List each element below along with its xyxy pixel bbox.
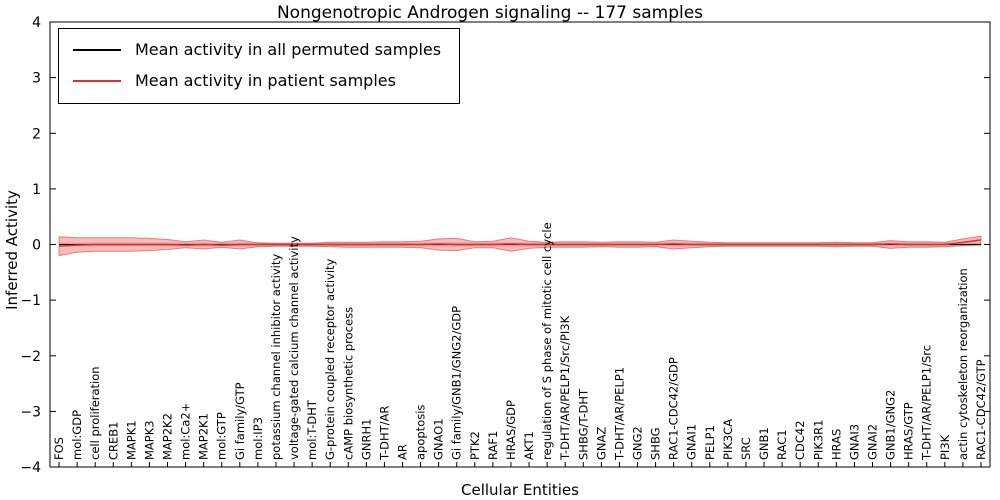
chart-title: Nongenotropic Androgen signaling -- 177 … [276, 3, 704, 23]
x-tick-label: mol:T-DHT [305, 399, 319, 460]
mean-line-patient-samples [58, 239, 982, 247]
legend-label-patient-samples: Mean activity in patient samples [135, 71, 396, 90]
legend-item-permuted-samples: Mean activity in all permuted samples [73, 40, 441, 59]
x-tick-label: SHBG/T-DHT [576, 388, 590, 460]
x-tick-label: PTK2 [468, 431, 482, 460]
x-tick-label: GNAZ [594, 427, 608, 460]
x-tick-label: PIK3R1 [811, 420, 825, 461]
x-tick-label: T-DHT/AR/PELP1/Src [920, 345, 934, 461]
x-tick-label: T-DHT/AR/PELP1/Src/PI3K [558, 315, 572, 461]
y-tick-label: −3 [20, 404, 41, 420]
x-tick-label: actin cytoskeleton reorganization [956, 268, 970, 460]
y-tick-label: −2 [20, 349, 41, 365]
x-tick-label: mol:Ca2+ [179, 403, 193, 460]
x-tick-label: MAPK1 [124, 420, 138, 460]
x-tick-label: RAC1 [775, 429, 789, 460]
x-tick-label: cell proliferation [88, 366, 102, 460]
x-axis-title: Cellular Entities [461, 481, 579, 499]
legend-line-permuted-samples [73, 48, 121, 51]
legend-item-patient-samples: Mean activity in patient samples [73, 71, 441, 90]
x-tick-label: mol:GDP [70, 410, 84, 460]
x-tick-label: RAC1-CDC42/GDP [667, 357, 681, 460]
y-tick-label: 3 [32, 71, 41, 87]
y-axis-title: Inferred Activity [3, 190, 21, 310]
legend: Mean activity in all permuted samples Me… [58, 28, 461, 104]
x-tick-label: GNAI2 [866, 424, 880, 460]
x-tick-label: Gi family/GTP [233, 382, 247, 460]
patient-samples-std-band [58, 235, 982, 257]
y-tick-label: 4 [32, 15, 41, 31]
x-tick-label: T-DHT/AR/PELP1 [612, 367, 626, 461]
x-tick-label: mol:GTP [215, 412, 229, 460]
x-tick-label: SRC [739, 437, 753, 460]
y-tick-label: 1 [32, 182, 41, 198]
x-tick-label: RAC1-CDC42/GTP [974, 359, 988, 460]
x-tick-label: mol:IP3 [251, 417, 265, 460]
x-tick-label: Gi family/GNB1/GNG2/GDP [450, 306, 464, 460]
legend-label-permuted-samples: Mean activity in all permuted samples [135, 40, 442, 59]
x-tick-label: PI3K [938, 434, 952, 460]
x-tick-label: GNB1 [757, 427, 771, 460]
x-tick-label: GNAI1 [685, 424, 699, 460]
x-tick-label: AKT1 [522, 431, 536, 460]
x-tick-label: GNAI3 [847, 424, 861, 460]
x-tick-label: GNG2 [631, 426, 645, 460]
x-tick-label: regulation of S phase of mitotic cell cy… [540, 222, 554, 460]
y-tick-label: 2 [32, 126, 41, 142]
x-tick-label: SHBG [649, 427, 663, 460]
x-tick-label: MAPK3 [142, 420, 156, 460]
x-tick-label: GNAO1 [432, 418, 446, 460]
x-tick-label: HRAS/GDP [504, 400, 518, 460]
x-tick-label: CREB1 [106, 422, 120, 461]
y-tick-label: 0 [32, 238, 41, 254]
x-tick-label: HRAS/GTP [902, 402, 916, 460]
x-tick-label: HRAS [829, 429, 843, 460]
x-tick-label: voltage-gated calcium channel activity [287, 236, 301, 460]
x-tick-label: GNRH1 [359, 419, 373, 460]
x-tick-label: AR [396, 444, 410, 460]
y-tick-label: −1 [20, 293, 41, 309]
x-tick-label: G-protein coupled receptor activity [323, 258, 337, 460]
y-tick-label: −4 [20, 460, 41, 476]
x-tick-label: cAMP biosynthetic process [341, 307, 355, 460]
x-tick-label: apoptosis [414, 405, 428, 460]
x-tick-label: MAP2K1 [197, 413, 211, 460]
x-tick-label: FOS [52, 437, 66, 460]
x-tick-label: RAF1 [486, 431, 500, 460]
x-tick-label: PELP1 [703, 425, 717, 460]
x-tick-label: MAP2K2 [161, 413, 175, 460]
x-tick-label: T-DHT/AR [377, 406, 391, 461]
x-tick-label: potassium channel inhibitor activity [269, 254, 283, 460]
x-tick-label: GNB1/GNG2 [884, 390, 898, 460]
x-tick-label: CDC42 [793, 420, 807, 460]
x-tick-label: PIK3CA [721, 419, 735, 460]
legend-line-patient-samples [73, 79, 121, 82]
